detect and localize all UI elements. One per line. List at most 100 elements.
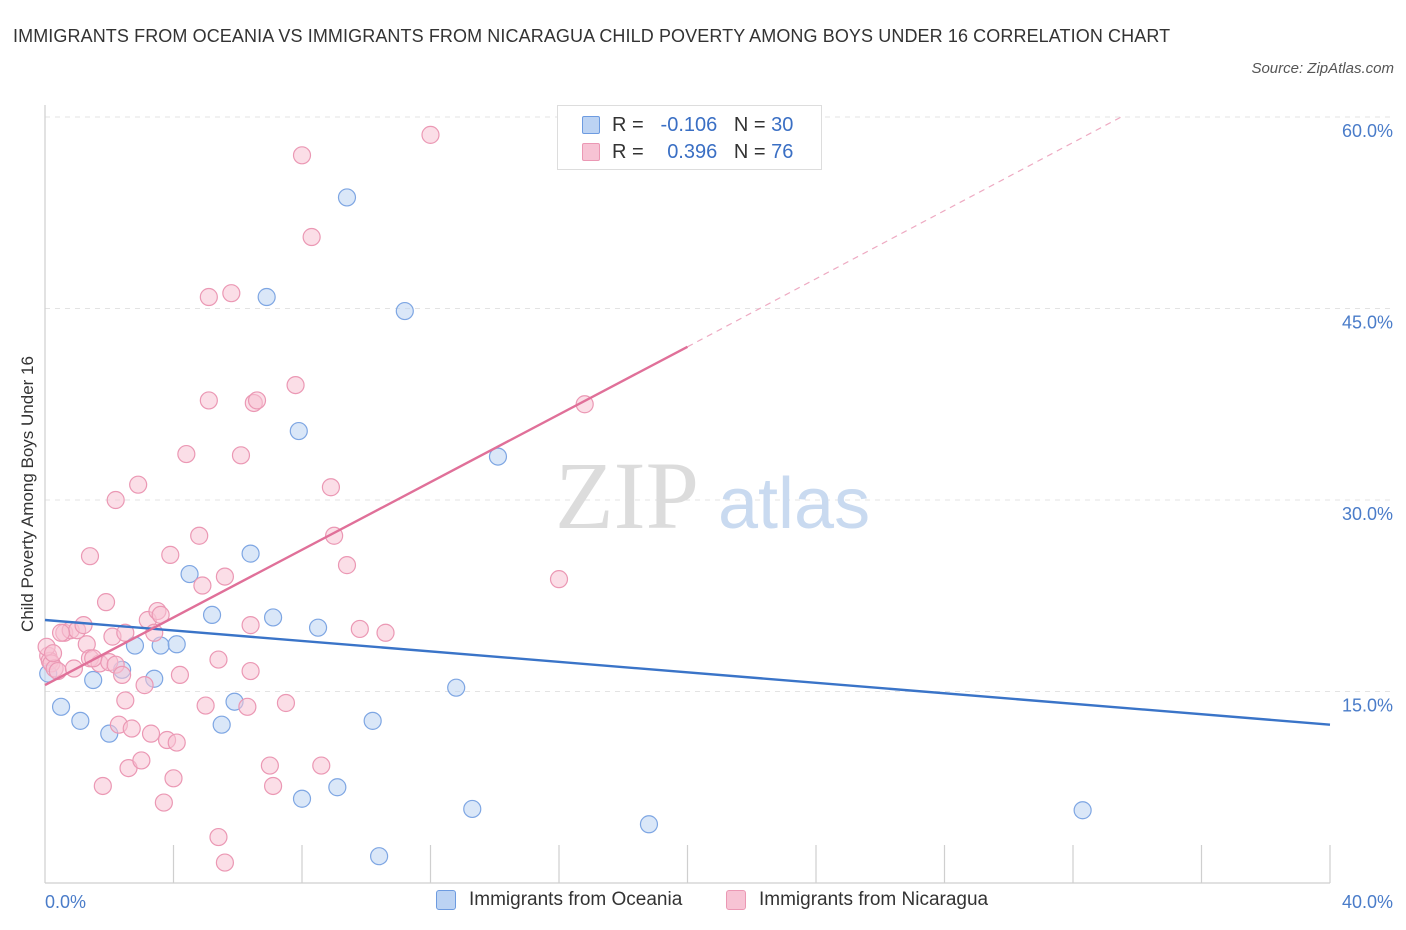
legend-n-label: N = — [733, 140, 766, 163]
point-nicaragua — [337, 556, 357, 575]
legend-label-oceania: Immigrants from Oceania — [469, 889, 683, 910]
trend-lines — [44, 116, 1331, 726]
point-oceania — [84, 670, 103, 690]
point-nicaragua — [222, 284, 241, 303]
data-points — [37, 125, 1092, 872]
grid-lines — [45, 116, 1390, 692]
point-nicaragua — [241, 661, 260, 681]
legend-item-oceania: Immigrants from Oceania — [436, 889, 682, 911]
legend-r-value: 0.396 — [667, 140, 718, 163]
point-oceania — [370, 847, 389, 866]
point-oceania — [395, 301, 414, 321]
point-nicaragua — [199, 391, 218, 410]
point-nicaragua — [167, 733, 186, 752]
point-nicaragua — [132, 751, 151, 770]
legend-swatch-nicaragua — [726, 890, 746, 910]
point-oceania — [180, 564, 199, 584]
trend-line-nicaragua — [44, 345, 689, 687]
point-nicaragua — [350, 619, 369, 639]
point-nicaragua — [96, 593, 116, 612]
point-nicaragua — [286, 376, 305, 395]
point-oceania — [488, 447, 508, 466]
point-nicaragua — [312, 756, 331, 775]
point-nicaragua — [93, 776, 112, 796]
point-nicaragua — [196, 696, 215, 715]
point-nicaragua — [276, 693, 296, 713]
axes — [44, 105, 1331, 884]
point-nicaragua — [161, 545, 180, 564]
point-nicaragua — [321, 478, 341, 497]
correlation-legend: R = -0.106 N = 30 R = 0.396 N = 76 — [557, 105, 822, 170]
point-nicaragua — [247, 391, 267, 410]
point-nicaragua — [376, 623, 395, 642]
point-oceania — [263, 608, 283, 627]
legend-swatch-oceania — [582, 116, 600, 134]
point-nicaragua — [112, 665, 132, 685]
point-oceania — [202, 605, 222, 625]
point-nicaragua — [170, 665, 190, 685]
point-nicaragua — [177, 444, 196, 464]
point-oceania — [167, 635, 186, 654]
y-axis-label: Child Poverty Among Boys Under 16 — [18, 356, 37, 632]
x-tick-label: 0.0% — [45, 892, 86, 912]
y-tick-label: 45.0% — [1342, 313, 1393, 333]
point-oceania — [328, 778, 347, 797]
legend-r-label: R = — [612, 140, 644, 163]
point-oceania — [71, 711, 90, 730]
x-tick-label: 40.0% — [1342, 892, 1393, 912]
legend-item-nicaragua: Immigrants from Nicaragua — [726, 889, 988, 911]
point-nicaragua — [238, 697, 257, 716]
chart-title: IMMIGRANTS FROM OCEANIA VS IMMIGRANTS FR… — [13, 26, 1171, 46]
x-tick-labels: 0.0% 40.0% — [45, 892, 1393, 912]
point-nicaragua — [116, 623, 135, 642]
watermark-zip: ZIP — [555, 442, 699, 549]
legend-swatch-oceania — [436, 890, 456, 910]
point-nicaragua — [421, 125, 440, 144]
point-nicaragua — [154, 793, 173, 812]
y-tick-labels: 15.0% 30.0% 45.0% 60.0% — [1342, 121, 1393, 716]
legend-r-value: -0.106 — [660, 113, 718, 136]
point-nicaragua — [129, 475, 148, 494]
point-nicaragua — [64, 659, 84, 678]
trend-line-oceania — [44, 618, 1331, 726]
point-oceania — [447, 678, 466, 697]
watermark-atlas: atlas — [718, 464, 870, 544]
point-nicaragua — [74, 616, 93, 635]
source-label: Source: ZipAtlas.com — [1251, 60, 1394, 77]
point-nicaragua — [209, 650, 228, 669]
point-nicaragua — [43, 644, 63, 663]
legend-r-label: R = — [612, 113, 644, 136]
point-nicaragua — [231, 446, 251, 465]
point-oceania — [292, 789, 312, 808]
legend-row-nicaragua: R = 0.396 N = 76 — [582, 139, 793, 165]
point-nicaragua — [263, 776, 283, 796]
point-nicaragua — [260, 756, 279, 775]
legend-swatch-nicaragua — [582, 143, 600, 161]
legend-row-oceania: R = -0.106 N = 30 — [582, 112, 793, 138]
point-nicaragua — [51, 623, 71, 642]
trend-extension-nicaragua — [687, 116, 1122, 348]
legend-label-nicaragua: Immigrants from Nicaragua — [759, 889, 989, 910]
point-nicaragua — [215, 567, 234, 586]
y-tick-label: 15.0% — [1342, 696, 1393, 716]
point-nicaragua — [292, 146, 312, 165]
point-nicaragua — [106, 490, 125, 510]
point-nicaragua — [549, 570, 569, 589]
point-nicaragua — [215, 853, 234, 872]
watermark: ZIP atlas — [555, 442, 870, 549]
point-nicaragua — [164, 769, 183, 788]
point-nicaragua — [193, 576, 212, 595]
series-legend: Immigrants from Oceania Immigrants from … — [0, 889, 1406, 915]
point-nicaragua — [141, 724, 161, 743]
point-nicaragua — [122, 719, 141, 738]
point-nicaragua — [190, 526, 209, 545]
point-oceania — [212, 715, 231, 734]
legend-n-value: 30 — [771, 113, 794, 136]
point-oceania — [51, 697, 71, 716]
y-tick-label: 30.0% — [1342, 504, 1393, 524]
point-oceania — [289, 421, 308, 441]
point-oceania — [1073, 801, 1092, 820]
point-oceania — [463, 799, 482, 819]
point-nicaragua — [209, 827, 228, 847]
